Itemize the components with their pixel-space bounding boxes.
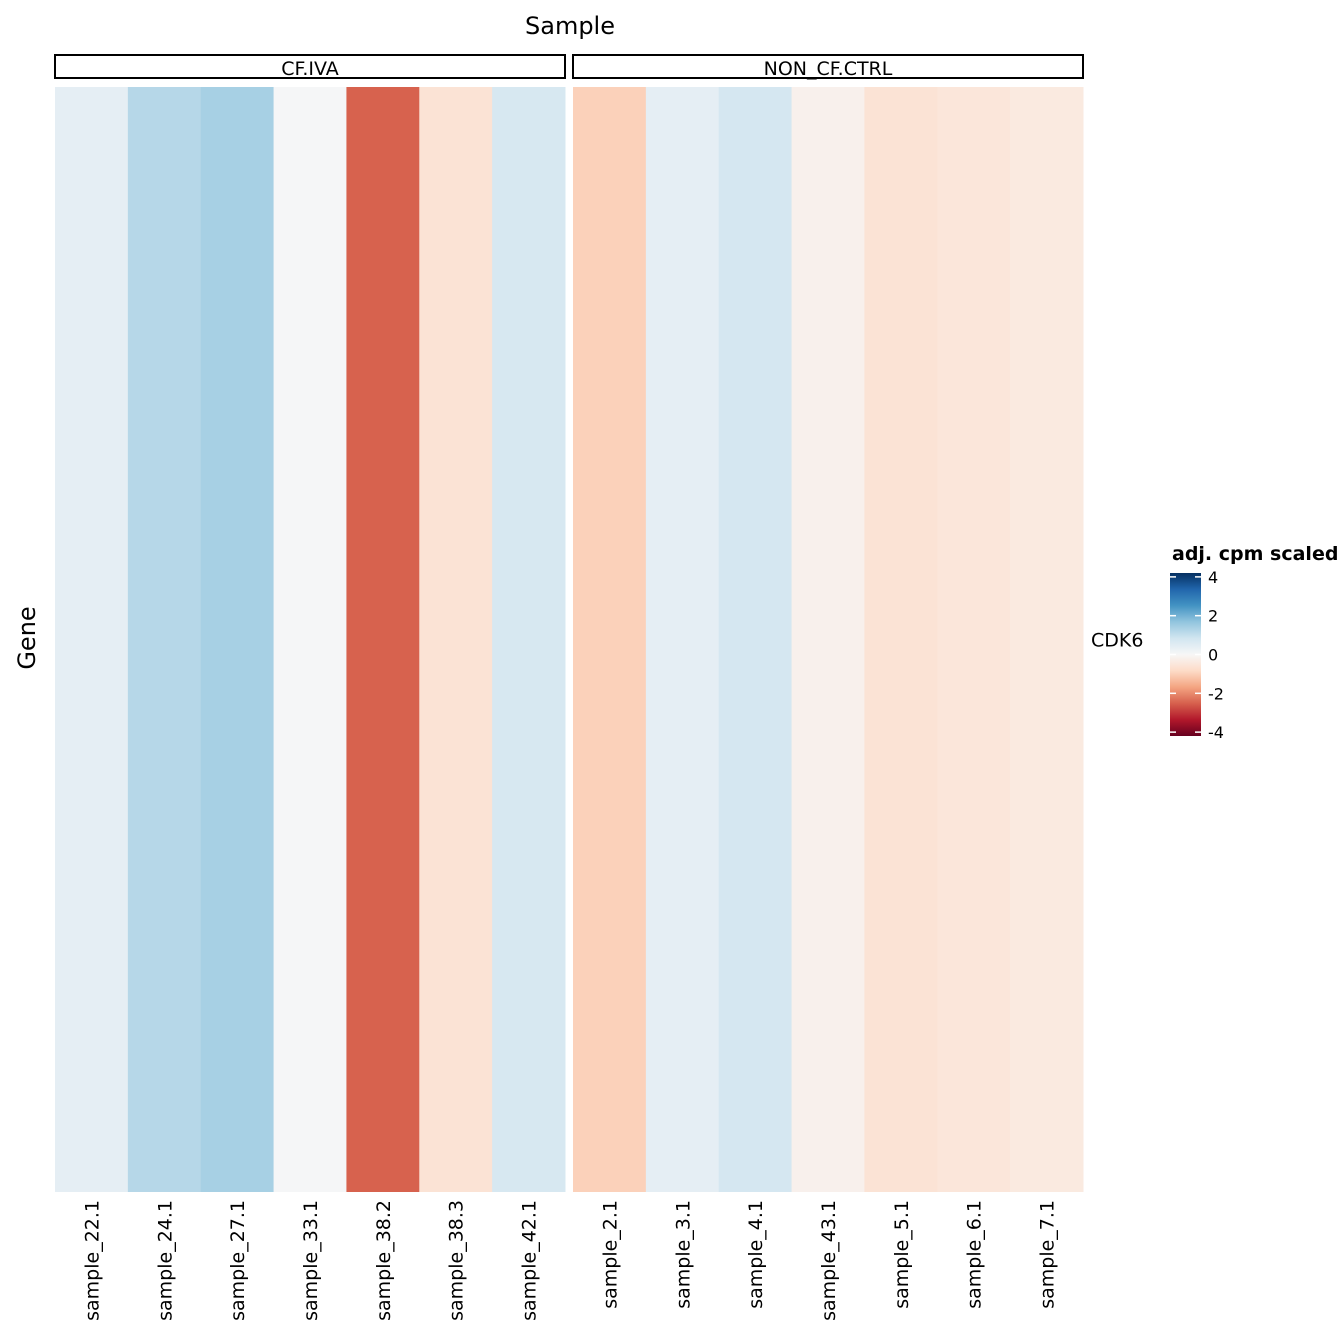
heat-cell xyxy=(937,87,1011,1192)
heat-cell xyxy=(864,87,938,1192)
x-tick-label: sample_43.1 xyxy=(818,1200,840,1321)
heat-cell xyxy=(1010,87,1084,1192)
colorbar-label: 2 xyxy=(1208,607,1218,626)
heat-cell xyxy=(645,87,720,1192)
heat-cell xyxy=(791,87,865,1192)
x-tick-label: sample_24.1 xyxy=(154,1200,176,1321)
heat-cell xyxy=(573,87,647,1192)
x-tick-label: sample_38.3 xyxy=(446,1200,468,1321)
heat-cell xyxy=(200,87,275,1192)
x-tick-label: sample_42.1 xyxy=(519,1200,541,1321)
x-tick-label: sample_38.2 xyxy=(373,1200,395,1321)
x-tick-label: sample_2.1 xyxy=(599,1200,621,1309)
y-tick-label: CDK6 xyxy=(1091,630,1143,652)
x-tick-label: sample_3.1 xyxy=(672,1200,694,1309)
x-tick-label: sample_4.1 xyxy=(745,1200,767,1309)
facet-strip xyxy=(54,54,566,79)
x-tick-label: sample_5.1 xyxy=(891,1200,913,1309)
x-tick-label: sample_7.1 xyxy=(1037,1200,1059,1309)
x-tick-label: sample_6.1 xyxy=(964,1200,986,1309)
x-tick-label: sample_33.1 xyxy=(300,1200,322,1321)
heat-cell xyxy=(273,87,347,1192)
heat-cell xyxy=(492,87,566,1192)
colorbar-label: -2 xyxy=(1208,684,1224,703)
colorbar-label: -4 xyxy=(1208,723,1224,742)
facet-label: CF.IVA xyxy=(281,58,339,80)
y-axis-title: Gene xyxy=(13,606,41,669)
colorbar-label: 0 xyxy=(1208,646,1218,665)
colorbar-label: 4 xyxy=(1208,568,1218,587)
heat-cell xyxy=(346,87,420,1192)
heat-cell xyxy=(55,87,129,1192)
x-tick-label: sample_27.1 xyxy=(227,1200,249,1321)
chart-title: Sample xyxy=(525,12,615,40)
facet-strip xyxy=(572,54,1084,79)
legend-title: adj. cpm scaled xyxy=(1172,543,1338,565)
heat-cell xyxy=(127,87,202,1192)
facet-label: NON_CF.CTRL xyxy=(764,58,893,80)
heat-cell xyxy=(718,87,793,1192)
x-tick-label: sample_22.1 xyxy=(81,1200,103,1321)
heat-cell xyxy=(419,87,493,1192)
